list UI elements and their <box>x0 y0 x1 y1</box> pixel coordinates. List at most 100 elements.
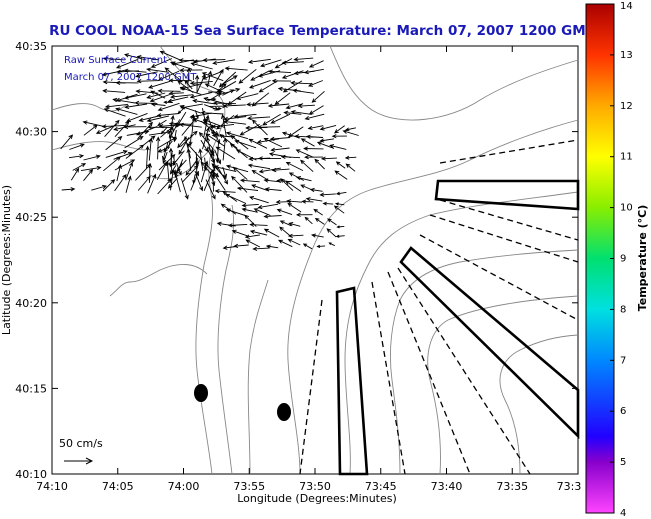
current-vector <box>196 73 206 93</box>
current-vector <box>168 91 184 96</box>
x-tick-label: 74:00 <box>168 480 200 493</box>
current-vector <box>316 244 326 249</box>
current-vector <box>235 93 259 101</box>
current-vector <box>170 94 194 99</box>
current-vector <box>172 129 178 143</box>
current-vector <box>271 167 290 173</box>
current-vector <box>239 124 260 136</box>
current-vector <box>302 243 313 250</box>
current-vector <box>247 163 271 170</box>
current-vector <box>248 138 268 149</box>
y-tick-label: 40:35 <box>15 40 47 53</box>
current-vector <box>295 212 313 217</box>
current-vector <box>288 172 305 181</box>
bay-shore-2 <box>51 103 129 112</box>
current-vector <box>300 159 314 173</box>
current-vector <box>114 120 130 138</box>
current-vector <box>102 56 126 61</box>
current-vector <box>263 138 283 148</box>
current-vector <box>157 119 167 127</box>
current-vector <box>207 118 214 130</box>
current-vector <box>104 119 120 137</box>
current-vector <box>165 160 170 183</box>
radar-lines <box>299 139 579 475</box>
current-vector <box>333 125 345 134</box>
current-vector <box>293 57 314 62</box>
current-vector <box>331 134 347 139</box>
current-vector <box>203 157 208 172</box>
current-vector <box>113 151 133 160</box>
current-vector <box>170 61 193 70</box>
current-vector <box>263 228 280 238</box>
x-tick-label: 73:55 <box>233 480 265 493</box>
current-vector <box>280 154 301 159</box>
colorbar-tick-label: 9 <box>620 254 626 265</box>
current-vector <box>114 173 127 192</box>
current-vector <box>148 137 154 161</box>
current-vector <box>167 96 189 103</box>
footprint-south <box>335 286 369 476</box>
current-vector <box>260 59 282 68</box>
current-vector <box>194 74 200 94</box>
current-vector <box>215 83 227 94</box>
current-vector <box>244 234 261 239</box>
current-vector <box>146 67 169 73</box>
current-vector <box>238 68 257 84</box>
current-vector <box>329 144 347 150</box>
current-vector <box>60 134 74 150</box>
current-vector <box>212 59 235 65</box>
current-vector <box>241 207 258 213</box>
current-vector <box>304 113 325 121</box>
current-vector <box>202 126 210 150</box>
current-vector <box>83 154 101 161</box>
current-vector <box>123 93 147 100</box>
current-vector <box>157 102 180 112</box>
current-vector <box>271 78 292 84</box>
current-vector <box>225 131 249 140</box>
current-vector <box>224 66 248 71</box>
y-tick-label: 40:10 <box>15 468 47 481</box>
current-vector <box>213 68 224 87</box>
current-vector <box>186 147 192 171</box>
current-vector <box>203 114 210 138</box>
current-vector <box>202 57 226 63</box>
map-panel <box>51 45 579 475</box>
scale-arrow <box>64 457 94 465</box>
current-vector <box>280 178 294 191</box>
current-vector <box>342 129 359 136</box>
depth-contour-7 <box>499 334 579 475</box>
current-vector <box>137 121 153 140</box>
current-vector <box>149 93 172 103</box>
current-vector <box>194 110 199 119</box>
current-vector <box>222 137 228 161</box>
current-vector <box>205 179 216 200</box>
current-vector <box>192 174 196 185</box>
current-vector <box>126 112 148 123</box>
current-vector <box>167 177 178 189</box>
current-vector <box>300 138 315 147</box>
current-vector <box>241 203 259 208</box>
depth-contour-6 <box>247 279 269 475</box>
colorbar-tick-label: 5 <box>620 457 626 468</box>
current-vector <box>105 136 123 151</box>
current-vector <box>203 96 226 105</box>
current-vector <box>328 242 335 247</box>
current-vector <box>220 75 238 86</box>
x-tick-label: 73:50 <box>299 480 331 493</box>
current-vector <box>125 161 134 181</box>
current-vector <box>200 120 219 136</box>
current-vector <box>224 193 246 204</box>
current-vector <box>177 80 194 94</box>
current-vector <box>236 186 259 191</box>
colorbar-tick-label: 4 <box>620 508 626 519</box>
inland-river <box>109 264 208 297</box>
current-vector <box>322 201 334 206</box>
current-vector <box>264 187 282 192</box>
y-tick-label: 40:15 <box>15 382 47 395</box>
current-vector <box>164 67 183 83</box>
depth-contour-5 <box>329 45 579 121</box>
current-vector <box>82 120 106 128</box>
current-vector <box>295 149 314 158</box>
annotation-line-1: Raw Surface Current <box>64 55 167 66</box>
